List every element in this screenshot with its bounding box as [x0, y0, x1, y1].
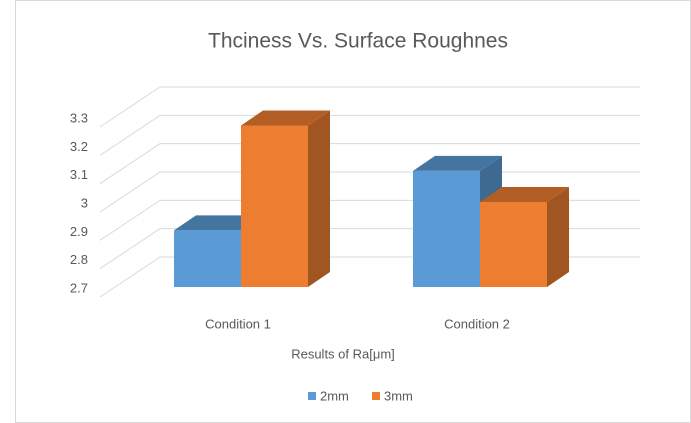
- y-tick-label: 2.7: [70, 280, 88, 295]
- bar: [413, 170, 480, 287]
- bar-side: [308, 110, 330, 287]
- y-tick-label: 2.9: [70, 224, 88, 239]
- y-tick-label: 3.2: [70, 139, 88, 154]
- x-axis-label: Results of Ra[μm]: [291, 346, 395, 361]
- legend-swatch: [308, 392, 316, 400]
- bar: [480, 202, 547, 287]
- y-tick-label: 2.8: [70, 252, 88, 267]
- x-tick-label: Condition 2: [444, 316, 510, 331]
- x-tick-label: Condition 1: [205, 316, 271, 331]
- grid-line: [99, 86, 640, 128]
- y-tick-label: 3: [81, 195, 88, 210]
- bar-top: [413, 155, 502, 171]
- bar-top: [241, 110, 330, 126]
- bar-top: [174, 215, 263, 231]
- y-tick-label: 3.3: [70, 110, 88, 125]
- legend-swatch: [372, 392, 380, 400]
- grid-line: [99, 114, 640, 156]
- legend-label: 3mm: [384, 388, 413, 403]
- y-tick-label: 3.1: [70, 167, 88, 182]
- grid-line: [99, 143, 640, 185]
- bar: [174, 230, 241, 287]
- bar-top: [480, 187, 569, 202]
- legend-label: 2mm: [320, 388, 349, 403]
- bar: [241, 125, 308, 287]
- chart-frame: [15, 0, 691, 423]
- bar-side: [547, 187, 569, 287]
- chart-title: Thciness Vs. Surface Roughnes: [208, 30, 508, 53]
